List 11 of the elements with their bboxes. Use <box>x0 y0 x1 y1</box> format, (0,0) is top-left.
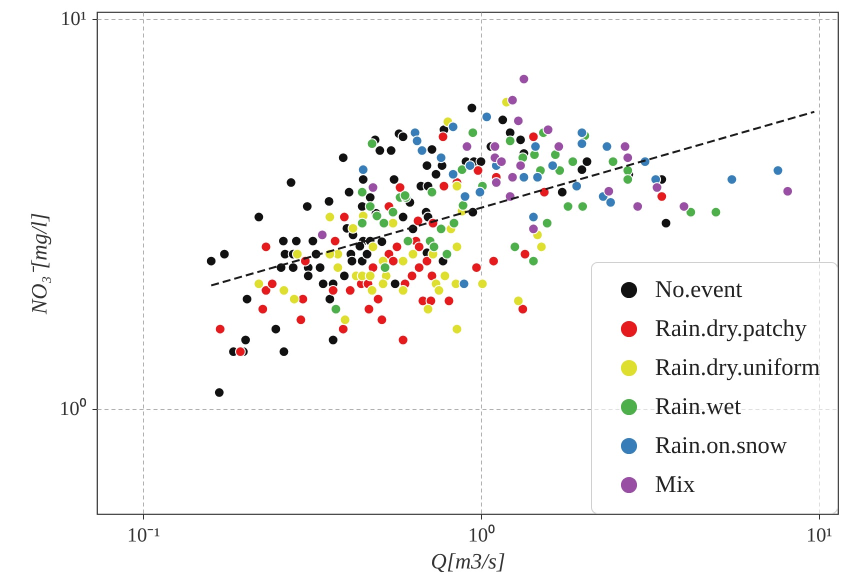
legend-label: Rain.wet <box>655 394 742 420</box>
x-tick-label: 10⁰ <box>468 524 495 546</box>
legend-label: Mix <box>655 472 696 498</box>
x-tick-label: 10¹ <box>806 524 832 546</box>
y-axis-title: NO₃⁻[mg/l] <box>26 212 52 316</box>
legend-label: Rain.dry.uniform <box>655 355 820 381</box>
legend-label: Rain.dry.patchy <box>655 316 807 342</box>
legend-label: No.event <box>655 277 743 303</box>
legend-label: Rain.on.snow <box>655 433 788 459</box>
x-tick-label: 10⁻¹ <box>127 524 160 546</box>
x-axis-title: Q[m3/s] <box>430 548 506 574</box>
